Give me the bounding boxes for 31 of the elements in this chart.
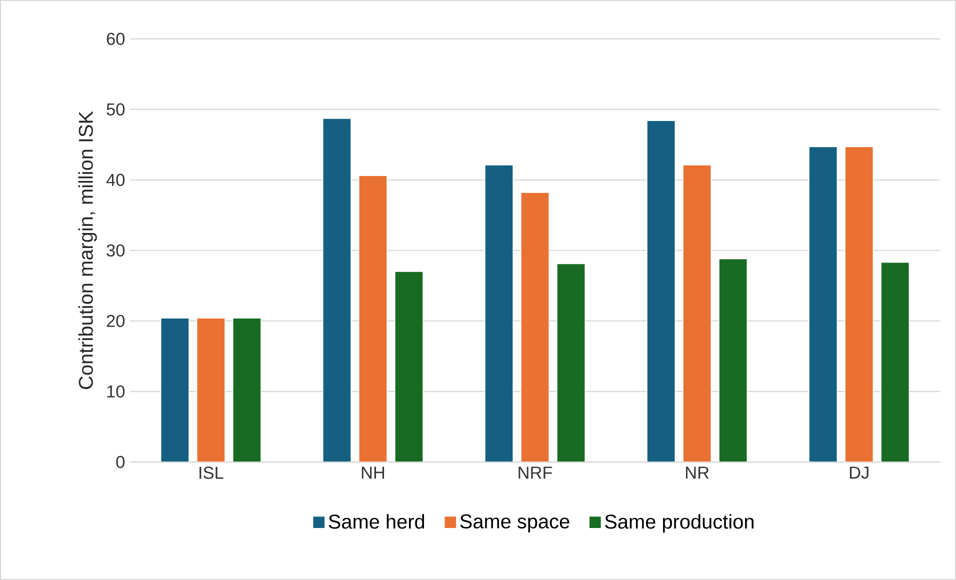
y-tick-label: 0 xyxy=(116,456,125,468)
y-tick-label: 40 xyxy=(106,174,125,186)
bar xyxy=(322,118,352,462)
y-tick-label: 60 xyxy=(106,32,125,46)
bar xyxy=(160,318,190,462)
bar xyxy=(646,120,676,462)
bar xyxy=(682,164,712,462)
legend-label: Same space xyxy=(460,514,570,532)
bar xyxy=(196,318,226,462)
y-tick-label: 50 xyxy=(106,103,125,116)
x-tick-label: NR xyxy=(686,466,709,479)
y-tick-label: 10 xyxy=(107,385,125,398)
bar xyxy=(520,192,550,462)
bar xyxy=(484,164,514,462)
x-tick-label: NH xyxy=(362,466,384,479)
x-tick-label: ISL xyxy=(200,466,224,479)
bar xyxy=(556,264,586,462)
legend-label: Same herd xyxy=(328,514,424,529)
y-tick-label: 30 xyxy=(106,244,125,257)
legend-label: Same production xyxy=(605,514,754,533)
bar xyxy=(232,318,262,462)
bar xyxy=(394,271,424,462)
x-tick-label: NRF xyxy=(518,466,552,479)
y-axis-title: Contribution margin, million ISK xyxy=(78,111,97,390)
bar xyxy=(808,146,838,462)
bar xyxy=(718,258,748,462)
y-tick-label: 20 xyxy=(106,314,125,328)
bar xyxy=(880,262,910,462)
x-tick-label: DJ xyxy=(850,466,868,479)
bar xyxy=(844,146,874,462)
bar xyxy=(358,175,388,462)
